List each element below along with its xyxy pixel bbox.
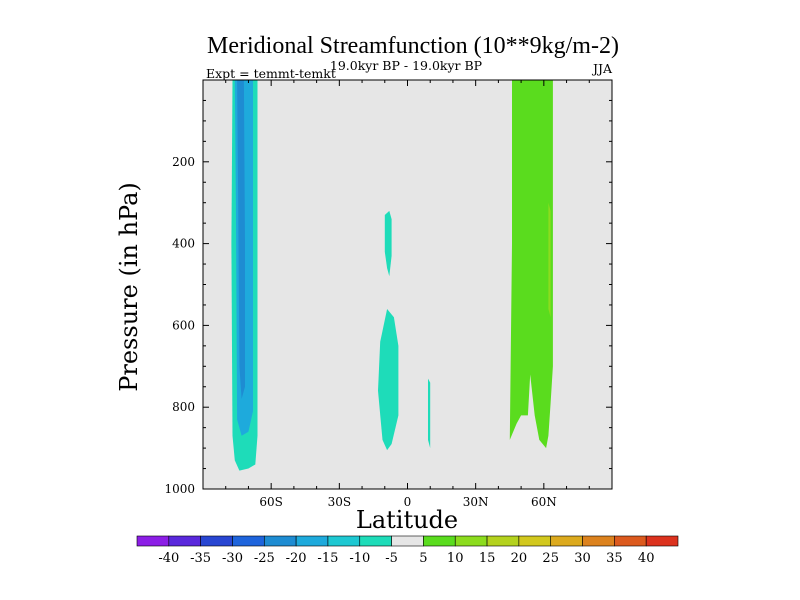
colorbar-label: -10 xyxy=(349,551,370,566)
colorbar-box xyxy=(295,535,329,547)
y-tick-label: 1000 xyxy=(164,482,195,496)
colorbar: -40 -35 -30 -25 -20 -15 -10 -5 5 10 15 20 25 30 35 40 xyxy=(136,535,679,566)
x-axis-label: Latitude xyxy=(356,506,458,534)
colorbar-box xyxy=(200,535,233,547)
colorbar-box xyxy=(327,535,361,547)
x-tick-label: 60S xyxy=(259,495,283,509)
x-tick-label: 30S xyxy=(328,495,352,509)
region-nh-mid-latitude-cell xyxy=(509,80,553,449)
colorbar-label: -5 xyxy=(385,551,398,566)
y-tick-label: 200 xyxy=(172,155,195,169)
contour-regions xyxy=(231,80,553,471)
y-tick-label: 800 xyxy=(172,400,195,414)
colorbar-label: 5 xyxy=(419,551,427,566)
left-string: Expt = temmt-temkt xyxy=(206,66,336,81)
colorbar-label: 30 xyxy=(574,551,591,566)
region-nh-core-sliver xyxy=(548,202,551,318)
colorbar-label: 10 xyxy=(447,551,464,566)
colorbar-box xyxy=(136,535,170,547)
chart-title: Meridional Streamfunction (10**9kg/m-2) xyxy=(207,33,619,59)
colorbar-box xyxy=(391,535,424,547)
y-tick-label: 600 xyxy=(172,318,195,332)
colorbar-label: -40 xyxy=(158,551,179,566)
colorbar-label: -20 xyxy=(286,551,307,566)
x-tick-label: 60N xyxy=(531,495,557,509)
x-tick-label: 30N xyxy=(463,495,489,509)
colorbar-box xyxy=(263,535,297,547)
colorbar-box xyxy=(550,535,583,547)
colorbar-label: 35 xyxy=(606,551,623,566)
center-string: 19.0kyr BP - 19.0kyr BP xyxy=(330,58,482,73)
colorbar-box xyxy=(359,535,392,547)
right-string: JJA xyxy=(591,61,613,76)
colorbar-box xyxy=(454,535,488,547)
colorbar-box xyxy=(232,535,265,547)
colorbar-label: 40 xyxy=(638,551,655,566)
colorbar-box xyxy=(423,535,456,547)
colorbar-label: -25 xyxy=(254,551,275,566)
colorbar-label: 20 xyxy=(511,551,528,566)
x-tick-label: 0 xyxy=(404,495,412,509)
colorbar-label: -30 xyxy=(222,551,243,566)
region-lower-tropical-patch xyxy=(378,309,399,451)
colorbar-box xyxy=(645,535,679,547)
colorbar-box xyxy=(614,535,647,547)
colorbar-label: 25 xyxy=(542,551,559,566)
region-equatorial-sliver xyxy=(428,378,431,449)
colorbar-label: -35 xyxy=(190,551,211,566)
x-axis: 60S 30S 0 30N 60N xyxy=(225,80,590,509)
colorbar-box xyxy=(168,535,201,547)
colorbar-box xyxy=(486,535,520,547)
y-tick-label: 400 xyxy=(172,237,195,251)
colorbar-label: -15 xyxy=(317,551,338,566)
y-axis: 200 400 600 800 1000 xyxy=(164,99,612,496)
colorbar-box xyxy=(518,535,552,547)
region-sh-polar-cell-core xyxy=(237,80,245,399)
colorbar-box xyxy=(582,535,615,547)
y-axis-label: Pressure (in hPa) xyxy=(115,182,143,392)
region-upper-tropical-patch xyxy=(384,210,392,277)
colorbar-label: 15 xyxy=(479,551,496,566)
